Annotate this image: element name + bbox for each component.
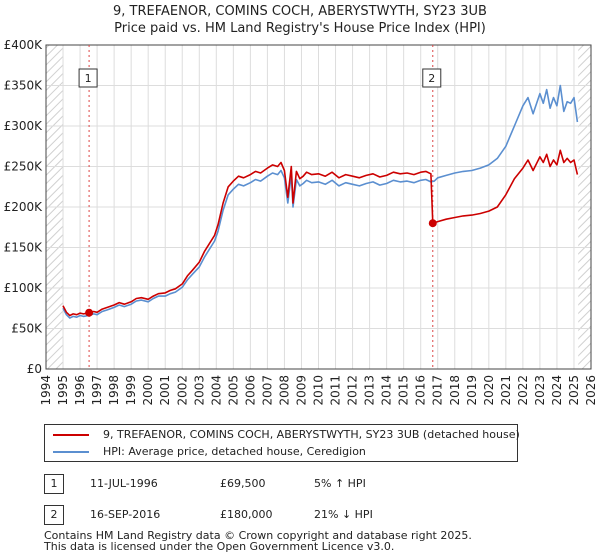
x-tick-label: 2012 (346, 375, 360, 406)
y-tick-label: £100K (4, 281, 44, 295)
x-tick-label: 2004 (209, 375, 223, 406)
sale-date: 16-SEP-2016 (90, 508, 161, 521)
y-tick-label: £250K (4, 160, 44, 174)
chart-title-line2: Price paid vs. HM Land Registry's House … (114, 21, 486, 36)
legend-item-hpi: HPI: Average price, detached house, Cere… (53, 444, 366, 460)
series-line-hpi (62, 84, 579, 319)
sale-price: £180,000 (220, 508, 273, 521)
x-tick-label: 2013 (363, 375, 377, 406)
sale-point (85, 308, 94, 317)
footer: Contains HM Land Registry data © Crown c… (44, 530, 584, 552)
x-tick-label: 1994 (39, 375, 53, 406)
sale-price: £69,500 (220, 477, 266, 490)
sale-marker-label: 1 (85, 72, 92, 85)
sale-hpi-diff: 21% ↓ HPI (314, 508, 373, 521)
x-tick-label: 2021 (499, 375, 513, 406)
sale-date: 11-JUL-1996 (90, 477, 158, 490)
legend-swatch-property (53, 434, 89, 436)
x-tick-label: 2026 (584, 375, 598, 406)
y-tick-label: £150K (4, 241, 44, 255)
y-tick-label: £50K (11, 322, 43, 336)
legend-label-hpi: HPI: Average price, detached house, Cere… (103, 445, 366, 458)
x-tick-label: 2003 (192, 375, 206, 406)
x-tick-label: 1995 (56, 375, 70, 406)
y-tick-label: £300K (4, 119, 44, 133)
series-line-property (62, 149, 579, 317)
x-tick-label: 2017 (431, 375, 445, 406)
x-tick-label: 2015 (397, 375, 411, 406)
x-tick-label: 2005 (226, 375, 240, 406)
x-tick-label: 2018 (448, 375, 462, 406)
footer-licence: This data is licensed under the Open Gov… (44, 540, 395, 553)
chart-title-line1: 9, TREFAENOR, COMINS COCH, ABERYSTWYTH, … (113, 4, 487, 19)
sale-number-badge: 2 (44, 505, 64, 525)
y-tick-label: £0 (27, 362, 42, 376)
plot-frame (45, 44, 592, 370)
x-tick-label: 2001 (158, 375, 172, 406)
sale-marker-box (78, 68, 98, 88)
x-tick-label: 2024 (550, 375, 564, 406)
x-tick-label: 2010 (312, 375, 326, 406)
x-tick-label: 2014 (380, 375, 394, 406)
x-tick-label: 2008 (277, 375, 291, 406)
x-tick-label: 2016 (414, 375, 428, 406)
x-tick-label: 2025 (567, 375, 581, 406)
x-tick-label: 2009 (294, 375, 308, 406)
x-tick-label: 2011 (329, 375, 343, 406)
x-tick-label: 2019 (465, 375, 479, 406)
x-tick-label: 2002 (175, 375, 189, 406)
x-tick-label: 1996 (73, 375, 87, 406)
x-tick-label: 1997 (90, 375, 104, 406)
legend-item-property: 9, TREFAENOR, COMINS COCH, ABERYSTWYTH, … (53, 427, 520, 443)
x-tick-label: 2000 (141, 375, 155, 406)
sale-marker-box (422, 68, 442, 88)
y-tick-label: £200K (4, 200, 44, 214)
price-chart: £0 £50K £100K £150K £200K £250K £300K £350K £400… (4, 38, 598, 406)
sale-number-badge: 1 (44, 474, 64, 494)
x-tick-label: 2023 (533, 375, 547, 406)
sale-hpi-diff: 5% ↑ HPI (314, 477, 366, 490)
y-tick-label: £400K (4, 38, 44, 52)
legend: 9, TREFAENOR, COMINS COCH, ABERYSTWYTH, … (44, 424, 520, 462)
x-tick-label: 2007 (260, 375, 274, 406)
y-tick-label: £350K (4, 79, 44, 93)
x-tick-label: 1999 (124, 375, 138, 406)
sale-marker-label: 2 (428, 72, 435, 85)
legend-swatch-hpi (53, 451, 89, 453)
x-tick-label: 2022 (516, 375, 530, 406)
x-tick-label: 1998 (107, 375, 121, 406)
footer-copyright: Contains HM Land Registry data © Crown c… (44, 529, 472, 542)
sale-point (428, 219, 437, 228)
legend-label-property: 9, TREFAENOR, COMINS COCH, ABERYSTWYTH, … (103, 428, 520, 441)
x-tick-label: 2006 (243, 375, 257, 406)
x-tick-label: 2020 (482, 375, 496, 406)
